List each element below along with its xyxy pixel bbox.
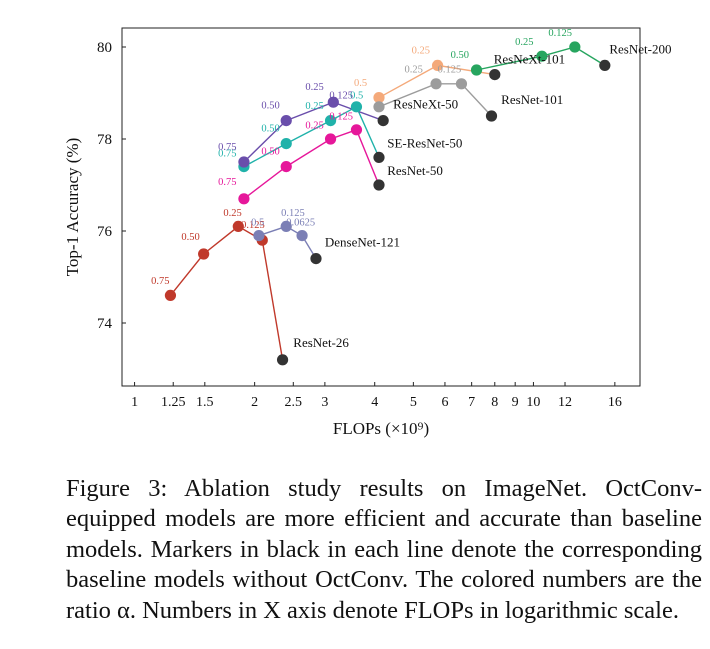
alpha-label: 0.50	[451, 50, 469, 61]
alpha-label: 0.5	[251, 217, 264, 228]
baseline-marker	[373, 151, 385, 163]
alpha-label: 0.25	[412, 45, 430, 56]
alpha-label: 0.75	[218, 177, 236, 188]
x-tick-label: 7	[468, 395, 475, 410]
model-name-label: ResNet-26	[293, 335, 349, 350]
data-point	[296, 230, 308, 242]
x-tick-label: 1.5	[196, 395, 214, 410]
alpha-label: 0.25	[223, 208, 241, 219]
y-tick-label: 74	[97, 316, 113, 332]
figure-caption: Figure 3: Ablation study results on Imag…	[66, 474, 702, 624]
model-name-label: ResNet-101	[501, 92, 563, 107]
baseline-marker	[485, 110, 498, 122]
data-point	[569, 41, 581, 53]
alpha-label: 0.75	[151, 276, 169, 287]
data-point	[455, 78, 468, 90]
x-tick-label: 10	[526, 395, 540, 410]
chart-figure: 1 1.25 1.5 2 2.5 3 4 5 6 7 8 9 10 12 16 74 76 78 80 FLOPs (…	[63, 27, 671, 438]
data-point	[232, 220, 244, 232]
data-point	[324, 133, 337, 145]
alpha-label: 0.25	[305, 101, 323, 112]
data-point	[164, 289, 177, 301]
series-line	[476, 46, 606, 71]
data-point	[238, 193, 250, 205]
data-point	[280, 161, 292, 173]
data-point	[373, 101, 385, 113]
data-point	[198, 248, 210, 260]
baseline-marker	[310, 253, 322, 265]
series-line	[258, 225, 317, 259]
alpha-label: 0.75	[218, 148, 236, 159]
alpha-label: 0.125	[329, 91, 353, 102]
model-name-label: SE-ResNet-50	[387, 135, 462, 150]
baseline-marker	[276, 354, 289, 366]
x-axis-label: FLOPs (×10⁹)	[333, 419, 429, 438]
alpha-label: 0.50	[261, 124, 279, 135]
x-tick-label: 5	[410, 395, 417, 410]
data-point	[253, 230, 265, 242]
alpha-label: 0.125	[548, 28, 572, 39]
data-point	[431, 59, 444, 71]
alpha-label: 0.50	[261, 147, 279, 158]
y-axis-label: Top-1 Accuracy (%)	[63, 138, 82, 277]
model-name-label: ResNet-200	[609, 41, 671, 56]
data-point	[280, 115, 292, 127]
data-point	[430, 78, 442, 90]
series-line	[243, 128, 380, 200]
alpha-label: 0.125	[438, 64, 462, 75]
y-tick-label: 78	[97, 132, 112, 148]
x-tick-label: 2	[251, 395, 258, 410]
baseline-marker	[373, 179, 385, 191]
x-tick-label: 3	[321, 395, 328, 410]
alpha-label: 0.125	[241, 220, 265, 231]
alpha-label: 0.125	[281, 208, 305, 219]
x-tick-label: 9	[512, 395, 519, 410]
series-line	[169, 225, 284, 360]
alpha-label: 0.75	[218, 142, 236, 153]
data-point	[280, 220, 292, 232]
x-tick-label: 6	[441, 395, 448, 410]
baseline-marker	[489, 69, 501, 81]
x-tick-label: 8	[491, 395, 498, 410]
data-point	[327, 96, 339, 108]
data-point	[470, 64, 483, 76]
x-tick-label: 4	[371, 395, 378, 410]
alpha-label: 0.0625	[286, 217, 315, 228]
alpha-label: 0.25	[305, 120, 323, 131]
data-point	[536, 50, 548, 62]
x-tick-label: 12	[558, 395, 572, 410]
data-point	[373, 92, 385, 104]
data-point	[350, 101, 363, 113]
model-name-label: ResNeXt-101	[494, 52, 566, 67]
baseline-marker	[599, 59, 611, 71]
data-point	[324, 115, 337, 127]
alpha-label: 0.50	[181, 232, 199, 243]
plot-frame	[121, 27, 641, 387]
data-point	[280, 138, 292, 150]
baseline-marker	[377, 115, 389, 127]
alpha-label: 0.50	[261, 101, 279, 112]
alpha-label: 0.25	[515, 37, 533, 48]
x-tick-label: 1.25	[161, 395, 186, 410]
alpha-label: 0.25	[305, 82, 323, 93]
model-name-label: ResNeXt-50	[393, 97, 458, 112]
series-line	[378, 83, 493, 117]
alpha-label: 0.25	[404, 64, 422, 75]
x-tick-label: 1	[131, 395, 138, 410]
alpha-label: 0.5	[354, 78, 367, 89]
model-name-label: DenseNet-121	[325, 235, 400, 250]
data-point	[238, 156, 250, 168]
alpha-label: 0.5	[350, 91, 363, 102]
alpha-label: 0.125	[329, 112, 353, 123]
x-tick-label: 16	[608, 395, 622, 410]
x-tick-label: 2.5	[285, 395, 303, 410]
data-point	[350, 124, 363, 136]
model-name-label: ResNet-50	[387, 163, 443, 178]
y-tick-label: 80	[97, 40, 112, 56]
y-tick-label: 76	[97, 224, 113, 240]
